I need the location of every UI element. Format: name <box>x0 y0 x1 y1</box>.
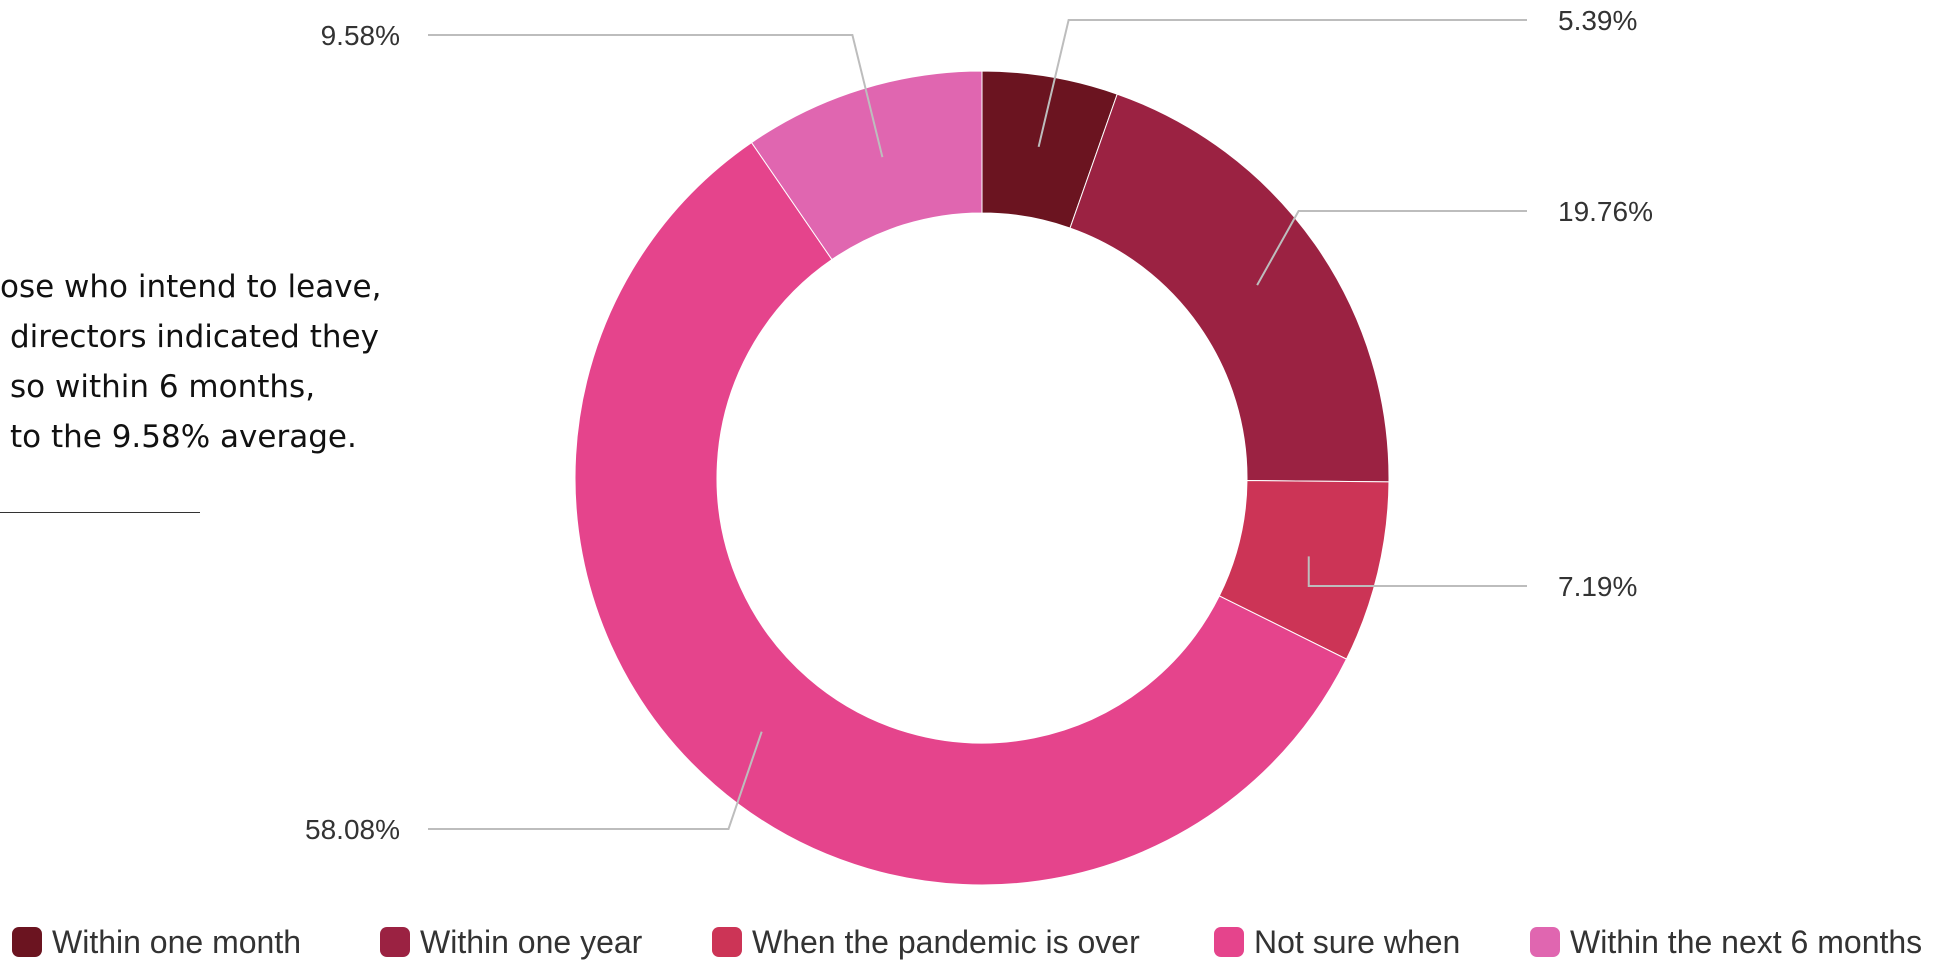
legend-label: Within the next 6 months <box>1570 923 1923 960</box>
leader-line-within-the-next-6-months <box>428 34 884 158</box>
annotation-note: ose who intend to leave, directors indic… <box>0 262 460 462</box>
legend-item-not-sure-when: Not sure when <box>1214 923 1460 961</box>
leader-line-within-one-month <box>1037 19 1527 148</box>
data-label-not-sure-when: 58.08% <box>305 814 400 845</box>
chart-legend: Within one month Within one year When th… <box>8 923 1951 961</box>
legend-label: Not sure when <box>1254 923 1461 960</box>
legend-label: Within one year <box>420 923 643 960</box>
leader-line-within-one-year <box>1256 210 1527 286</box>
note-line-3: so within 6 months, <box>10 369 316 405</box>
leader-line-when-the-pandemic-is-over <box>1307 556 1527 587</box>
legend-item-within-one-month: Within one month <box>12 923 301 961</box>
donut-slices <box>574 70 1390 886</box>
legend-item-within-one-year: Within one year <box>380 923 642 961</box>
data-labels: 5.39% 19.76% 7.19% 58.08% 9.58% <box>305 5 1653 845</box>
legend-item-when-the-pandemic-is-over: When the pandemic is over <box>712 923 1140 961</box>
slice-not-sure-when <box>574 141 1348 886</box>
legend-swatch <box>712 927 742 957</box>
data-label-when-the-pandemic-is-over: 7.19% <box>1558 571 1637 602</box>
legend-swatch <box>1530 927 1560 957</box>
legend-label: When the pandemic is over <box>752 923 1140 960</box>
legend-swatch <box>1214 927 1244 957</box>
leader-line-not-sure-when <box>428 731 763 830</box>
note-line-2: directors indicated they <box>10 319 379 355</box>
data-label-within-one-year: 19.76% <box>1558 196 1653 227</box>
legend-swatch <box>12 927 42 957</box>
leader-lines <box>428 19 1527 830</box>
note-line-1: ose who intend to leave, <box>0 269 382 305</box>
note-line-4: to the 9.58% average. <box>10 419 357 455</box>
data-label-within-the-next-6-months: 9.58% <box>321 20 400 51</box>
slice-within-the-next-6-months <box>750 70 983 261</box>
legend-swatch <box>380 927 410 957</box>
slice-within-one-year <box>1069 93 1390 483</box>
legend-label: Within one month <box>52 923 302 960</box>
note-underline <box>0 512 200 513</box>
data-label-within-one-month: 5.39% <box>1558 5 1637 36</box>
legend-item-within-the-next-6-months: Within the next 6 months <box>1530 923 1922 961</box>
